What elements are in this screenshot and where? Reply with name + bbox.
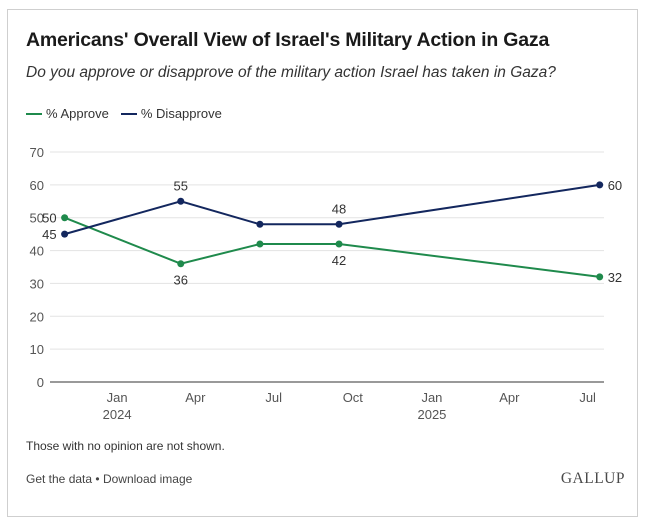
x-tick-label-5: Apr [499,390,520,405]
y-tick-label-20: 20 [30,309,44,324]
legend-swatch-approve [26,112,42,115]
legend-item-approve: % Approve [26,106,109,121]
x-tick-label-0: Jan [107,390,128,405]
y-tick-label-50: 50 [30,211,44,226]
data-label-disapprove-1: 55 [174,178,188,193]
data-label-disapprove-3: 48 [332,201,346,216]
y-tick-label-0: 0 [37,375,44,390]
chart-title: Americans' Overall View of Israel's Mili… [26,29,550,51]
x-tick-label-3: Oct [343,390,364,405]
data-label-disapprove-4: 60 [608,178,622,193]
legend-item-disapprove: % Disapprove [120,106,222,121]
data-point-approve-3 [335,240,343,248]
legend: % Approve % Disapprove [26,106,234,121]
x-tick-sublabel-0: 2024 [103,407,132,422]
y-tick-label-40: 40 [30,244,44,259]
data-label-approve-3: 42 [332,253,346,268]
data-label-approve-0: 50 [42,211,56,226]
footer-links: Get the data • Download image [26,472,192,486]
data-point-approve-0 [61,214,69,222]
download-image-link[interactable]: Download image [102,472,193,486]
data-point-disapprove-1 [177,197,185,205]
data-point-approve-4 [596,273,604,281]
chart-subtitle: Do you approve or disapprove of the mili… [26,64,556,81]
data-point-disapprove-4 [596,181,604,189]
x-tick-label-6: Jul [579,390,596,405]
x-tick-label-2: Jul [265,390,282,405]
y-tick-label-70: 70 [30,145,44,160]
data-label-approve-4: 32 [608,270,622,285]
data-point-disapprove-3 [335,220,343,228]
legend-swatch-disapprove [120,112,137,115]
data-point-approve-1 [177,260,185,268]
get-data-link[interactable]: Get the data [26,472,93,486]
data-point-disapprove-2 [256,220,264,228]
x-tick-label-1: Apr [185,390,206,405]
data-label-disapprove-0: 45 [42,227,56,242]
y-tick-label-30: 30 [30,276,44,291]
legend-label-disapprove: % Disapprove [140,106,222,121]
x-tick-sublabel-4: 2025 [417,407,446,422]
data-point-disapprove-0 [61,230,69,238]
gallup-logo: GALLUP [560,470,625,487]
footnote: Those with no opinion are not shown. [26,439,225,453]
footer-separator: • [95,472,100,486]
y-tick-label-60: 60 [30,178,44,193]
chart-card [7,9,638,517]
legend-label-approve: % Approve [46,106,109,121]
y-tick-label-10: 10 [30,342,44,357]
data-point-approve-2 [256,240,264,248]
x-tick-label-4: Jan [421,390,442,405]
data-label-approve-1: 36 [174,273,188,288]
